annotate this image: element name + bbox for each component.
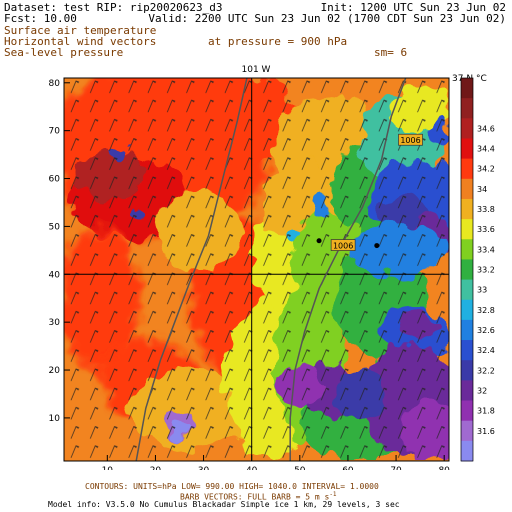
colorbar-label: 31.8 <box>477 407 495 416</box>
pressure-level-label: at pressure = 900 hPa <box>208 35 348 48</box>
colorbar-label: 34 <box>477 185 487 194</box>
smoothing-label: sm= 6 <box>374 46 408 59</box>
pressure-contours: 1006 1006 <box>135 77 423 462</box>
init-label: Init: 1200 UTC Sun 23 Jun 02 <box>320 1 506 14</box>
colorbar-swatch <box>461 360 473 381</box>
barb-info: BARB VECTORS: FULL BARB = 5 m s-1 <box>180 492 337 502</box>
colorbar-label: 31.6 <box>477 427 495 436</box>
y-axis: 10 20 30 40 50 60 70 80 <box>49 79 70 424</box>
colorbar-label: 32.8 <box>477 306 495 315</box>
colorbar-label: 34.6 <box>477 124 495 133</box>
colorbar-swatch <box>461 299 473 321</box>
station-marker <box>374 243 380 249</box>
barb-info-exponent: -1 <box>329 491 337 498</box>
pressure-contour-line <box>289 77 407 461</box>
colorbar-swatch <box>461 400 473 422</box>
x-tick-label: 50 <box>294 466 306 470</box>
y-tick-label: 40 <box>49 270 61 280</box>
x-tick-label: 30 <box>198 466 210 470</box>
valid-label: Valid: 2200 UTC Sun 23 Jun 02 (1700 CDT … <box>148 12 506 25</box>
pressure-contour-line <box>135 77 248 462</box>
colorbar-frame <box>460 77 474 462</box>
station-markers <box>316 238 380 249</box>
colorbar-swatch <box>461 178 473 200</box>
y-tick-label: 60 <box>49 175 61 185</box>
y-tick-label: 20 <box>49 366 61 376</box>
x-tick-label: 60 <box>342 466 354 470</box>
colorbar-label: 32.4 <box>477 346 495 355</box>
contour-label: 1006 <box>333 242 353 251</box>
x-tick-label: 70 <box>390 466 402 470</box>
contour-label-box <box>330 239 356 251</box>
chart: 1006 1006 10 20 30 40 50 60 70 80 10 20 30 40 50 60 70… <box>49 65 495 470</box>
x-axis: 10 20 30 40 50 60 70 80 <box>102 455 450 470</box>
colorbar-swatch <box>461 138 473 160</box>
gridlines <box>64 78 449 461</box>
colorbar-label: 32.2 <box>477 366 495 375</box>
x-tick-label: 80 <box>438 466 450 470</box>
barb-info-text: BARB VECTORS: FULL BARB = 5 m s <box>180 492 330 502</box>
colorbar-swatch <box>461 239 473 260</box>
colorbar-swatch <box>461 158 473 180</box>
x-tick-label: 40 <box>246 466 258 470</box>
colorbar-swatch <box>461 440 473 462</box>
colorbar-unit: °C <box>476 74 487 84</box>
field-label-wind: Horizontal wind vectors <box>4 35 157 48</box>
colorbar-swatch <box>461 219 473 240</box>
station-marker <box>316 238 322 244</box>
colorbar-label: 34.2 <box>477 165 495 174</box>
colorbar-swatch <box>461 319 473 341</box>
forecast-label: Fcst: 10.00 <box>4 12 77 25</box>
colorbar-swatch <box>461 380 473 402</box>
colorbar-swatch <box>461 279 473 301</box>
colorbar-swatch <box>461 420 473 442</box>
colorbar-swatch <box>461 198 473 220</box>
temperature-field <box>64 78 449 461</box>
colorbar-label: 34.4 <box>477 145 495 154</box>
model-info: Model info: V3.5.0 No Cumulus Blackadar … <box>48 500 400 509</box>
colorbar-swatch <box>461 98 473 119</box>
colorbar-swatch <box>461 259 473 281</box>
field-label-temperature: Surface air temperature <box>4 24 157 37</box>
y-tick-label: 80 <box>49 79 61 89</box>
top-axis-label: 101 W <box>242 65 271 75</box>
colorbar-label: 33.8 <box>477 205 495 214</box>
colorbar-label: 33 <box>477 286 487 295</box>
y-tick-label: 10 <box>49 414 61 424</box>
colorbar-label: 33.2 <box>477 266 495 275</box>
x-tick-label: 20 <box>150 466 162 470</box>
contour-info: CONTOURS: UNITS=hPa LOW= 990.00 HIGH= 10… <box>85 482 379 491</box>
colorbar-label: 33.6 <box>477 225 495 234</box>
colorbar-label: 32 <box>477 386 487 395</box>
x-tick-label: 10 <box>102 466 114 470</box>
colorbar-label: 33.4 <box>477 245 495 254</box>
contour-label: 1006 <box>400 136 420 145</box>
plot-frame <box>63 77 450 462</box>
colorbar-swatch <box>461 78 473 99</box>
colorbar: 31.6 31.8 32 32.2 32.4 32.6 32.8 33 33.2 33.4 33.6… <box>460 77 495 462</box>
contour-label-box <box>398 133 423 146</box>
colorbar-label: 32.6 <box>477 326 495 335</box>
colorbar-swatch <box>461 340 473 361</box>
colorbar-swatch <box>461 118 473 139</box>
dataset-label: Dataset: test RIP: rip20020623_d3 <box>4 1 223 14</box>
y-tick-label: 50 <box>49 222 61 232</box>
y-tick-label: 70 <box>49 127 61 137</box>
y-tick-label: 30 <box>49 318 61 328</box>
field-label-slp: Sea-level pressure <box>4 46 124 59</box>
